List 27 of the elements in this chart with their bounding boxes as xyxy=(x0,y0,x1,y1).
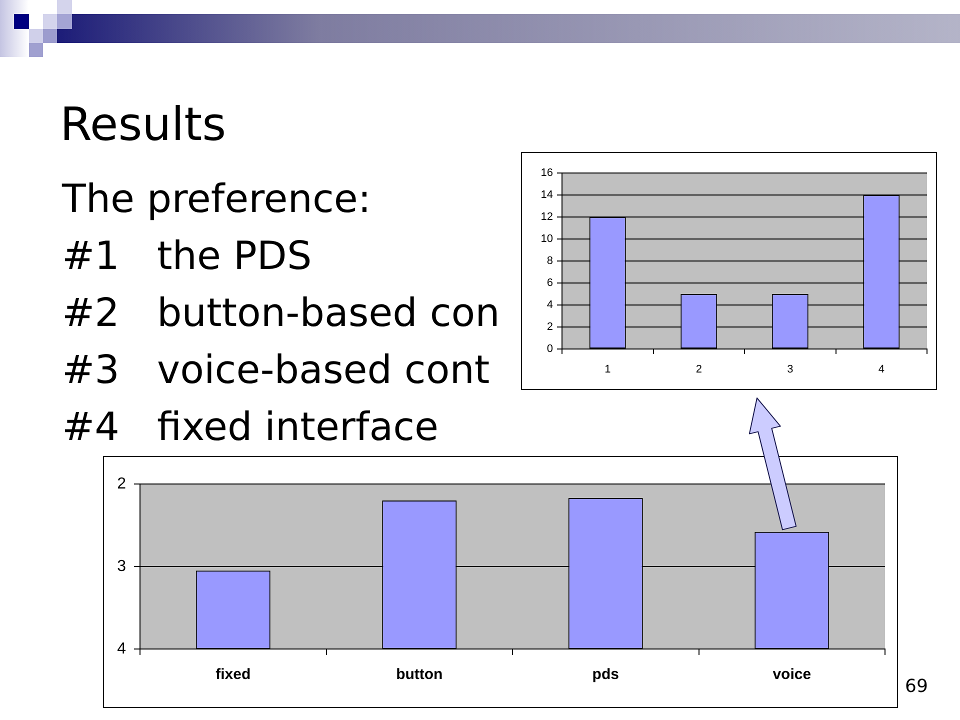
y-tick-label: 4 xyxy=(546,299,553,312)
x-tick-label: 2 xyxy=(696,364,702,376)
x-tick-label: pds xyxy=(592,666,619,684)
text: Results xyxy=(60,97,226,151)
y-tick-label: 14 xyxy=(540,189,553,202)
x-tick-label: fixed xyxy=(216,666,251,684)
text: 69 xyxy=(905,676,928,697)
y-tick-label: 6 xyxy=(546,277,553,290)
y-tick-label: 2 xyxy=(117,475,126,492)
text: #4 fixed interface xyxy=(62,405,439,450)
x-tick-label: 3 xyxy=(787,364,794,376)
y-tick-label: 10 xyxy=(540,233,553,246)
y-tick-label: 2 xyxy=(546,321,553,334)
text: #1 the PDS xyxy=(62,234,312,279)
y-tick-label: 12 xyxy=(540,211,553,224)
x-tick-label: 4 xyxy=(878,364,884,376)
y-tick-label: 16 xyxy=(540,167,553,180)
text: #3 voice-based cont xyxy=(62,348,490,393)
x-tick-label: voice xyxy=(772,666,812,684)
x-tick-label: button xyxy=(396,666,443,684)
x-tick-label: 1 xyxy=(604,364,611,376)
text: The preference: xyxy=(62,177,372,222)
y-tick-label: 0 xyxy=(546,343,553,356)
y-tick-label: 8 xyxy=(546,255,553,268)
text: #2 button-based con xyxy=(62,291,500,336)
y-tick-label: 4 xyxy=(117,640,126,658)
y-tick-label: 3 xyxy=(117,558,126,575)
